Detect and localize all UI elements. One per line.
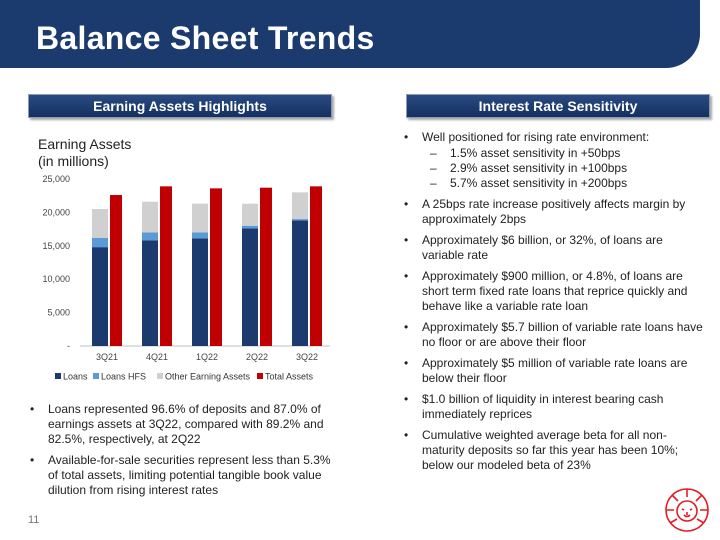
bar-other-earning-assets xyxy=(192,203,208,233)
right-bullet-item: Approximately $6 billion, or 32%, of loa… xyxy=(396,233,706,263)
bar-other-earning-assets xyxy=(292,192,308,220)
bullet-text: Approximately $5 million of variable rat… xyxy=(422,356,688,385)
interest-rate-header: Interest Rate Sensitivity xyxy=(406,94,710,118)
legend-label: Loans HFS xyxy=(101,372,146,382)
y-tick-label: 5,000 xyxy=(47,308,70,318)
lion-logo-icon xyxy=(665,488,709,532)
y-tick-label: 25,000 xyxy=(42,174,70,184)
bar-total-assets xyxy=(110,195,122,346)
title-bar: Balance Sheet Trends xyxy=(0,0,700,68)
legend-swatch xyxy=(93,373,99,379)
bar-loans xyxy=(292,220,308,346)
slide-title: Balance Sheet Trends xyxy=(36,20,375,56)
sub-bullet-item: 2.9% asset sensitivity in +100bps xyxy=(422,161,706,176)
sub-bullet-item: 5.7% asset sensitivity in +200bps xyxy=(422,176,706,191)
bullet-text: Approximately $5.7 billion of variable r… xyxy=(422,320,703,349)
bullet-text: A 25bps rate increase positively affects… xyxy=(422,197,686,226)
bar-loans xyxy=(142,240,158,346)
legend-label: Other Earning Assets xyxy=(165,372,251,382)
legend-swatch xyxy=(55,373,61,379)
x-tick-label: 1Q22 xyxy=(196,352,218,362)
bar-total-assets xyxy=(260,187,272,346)
legend-swatch xyxy=(257,373,263,379)
left-bullet-item: Loans represented 96.6% of deposits and … xyxy=(22,402,332,447)
chart-title-line-1: Earning Assets xyxy=(38,136,132,152)
x-tick-label: 3Q21 xyxy=(96,352,118,362)
legend-label: Total Assets xyxy=(265,372,314,382)
bar-total-assets xyxy=(160,186,172,346)
bar-loans xyxy=(92,247,108,346)
right-bullet-list: Well positioned for rising rate environm… xyxy=(396,130,706,479)
right-bullet-item: Approximately $900 million, or 4.8%, of … xyxy=(396,269,706,314)
chart-title-line-2: (in millions) xyxy=(38,153,109,169)
right-bullet-item: Approximately $5 million of variable rat… xyxy=(396,356,706,386)
chart-title: Earning Assets (in millions) xyxy=(38,136,131,170)
bar-loans-hfs xyxy=(142,232,158,241)
sub-bullet-item: 1.5% asset sensitivity in +50bps xyxy=(422,146,706,161)
bar-other-earning-assets xyxy=(92,209,108,238)
y-tick-label: 15,000 xyxy=(42,241,70,251)
bar-total-assets xyxy=(210,188,222,346)
bullet-text: $1.0 billion of liquidity in interest be… xyxy=(422,392,664,421)
bar-loans-hfs xyxy=(192,232,208,239)
bar-other-earning-assets xyxy=(142,201,158,233)
bar-total-assets xyxy=(310,186,322,346)
x-tick-label: 4Q21 xyxy=(146,352,168,362)
bar-loans xyxy=(242,228,258,346)
left-bullet-item: Available-for-sale securities represent … xyxy=(22,453,332,498)
y-tick-label: - xyxy=(67,341,70,351)
bullet-text: Approximately $6 billion, or 32%, of loa… xyxy=(422,233,663,262)
legend-label: Loans xyxy=(63,372,88,382)
bar-other-earning-assets xyxy=(242,203,258,226)
earning-assets-chart: 25,000 20,000 15,000 10,000 5,000 - 3Q21 4Q21 1Q… xyxy=(42,174,330,382)
right-bullet-item: $1.0 billion of liquidity in interest be… xyxy=(396,392,706,422)
bar-loans-hfs xyxy=(92,237,108,248)
left-bullet-list: Loans represented 96.6% of deposits and … xyxy=(22,402,332,504)
sub-bullet-list: 1.5% asset sensitivity in +50bps2.9% ass… xyxy=(422,146,706,191)
x-tick-label: 2Q22 xyxy=(246,352,268,362)
bar-loans-hfs xyxy=(292,219,308,221)
bullet-text: Well positioned for rising rate environm… xyxy=(422,130,650,144)
x-tick-label: 3Q22 xyxy=(296,352,318,362)
y-tick-label: 10,000 xyxy=(42,274,70,284)
bar-loans xyxy=(192,238,208,346)
earning-assets-header: Earning Assets Highlights xyxy=(28,94,332,118)
right-bullet-item: A 25bps rate increase positively affects… xyxy=(396,197,706,227)
y-tick-label: 20,000 xyxy=(42,207,70,217)
page-number: 11 xyxy=(28,514,40,526)
legend-swatch xyxy=(157,373,163,379)
right-bullet-item: Well positioned for rising rate environm… xyxy=(396,130,706,191)
bullet-text: Cumulative weighted average beta for all… xyxy=(422,428,679,472)
bullet-text: Approximately $900 million, or 4.8%, of … xyxy=(422,269,688,313)
bar-loans-hfs xyxy=(242,225,258,229)
right-bullet-item: Approximately $5.7 billion of variable r… xyxy=(396,320,706,350)
right-bullet-item: Cumulative weighted average beta for all… xyxy=(396,428,706,473)
